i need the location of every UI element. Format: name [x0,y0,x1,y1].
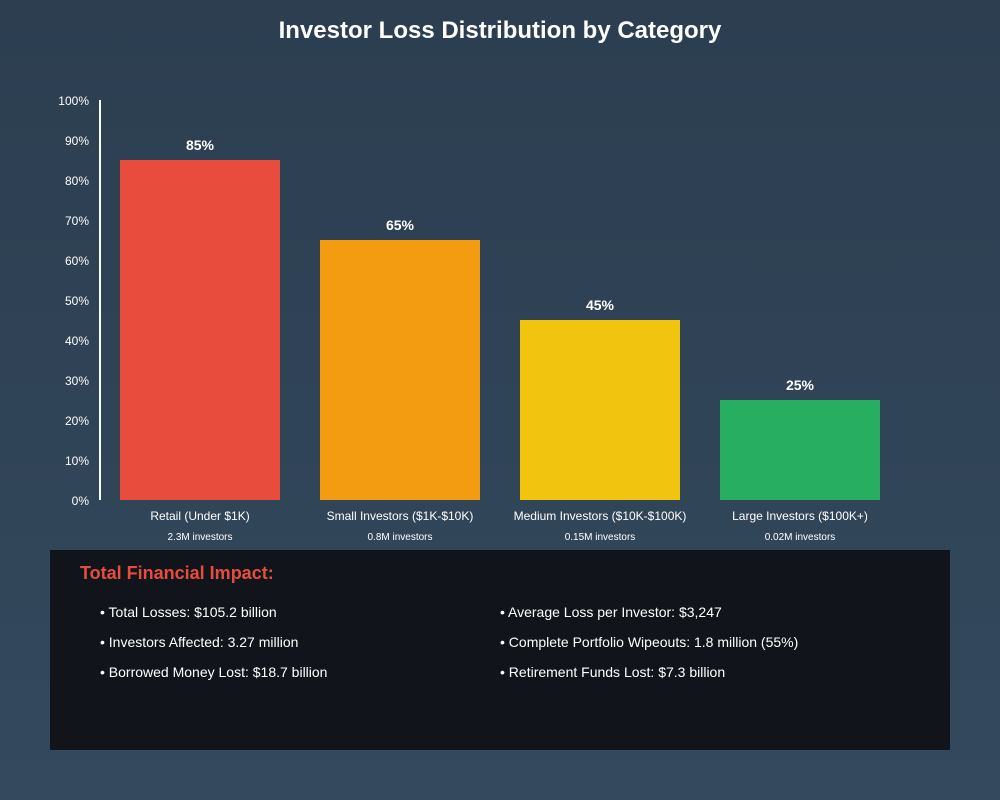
bar-chart: 0% 10% 20% 30% 40% 50% 60% 70% 80% 90% 100% 85% Ret… [58,94,880,543]
impact-item-total-losses: • Total Losses: $105.2 billion [100,604,277,620]
x-category-sublabel: 0.02M investors [765,532,836,543]
impact-left-column: • Total Losses: $105.2 billion • Investo… [100,604,327,694]
y-tick-label: 50% [65,294,89,308]
impact-item-average-loss: • Average Loss per Investor: $3,247 [500,604,722,620]
chart-title: Investor Loss Distribution by Category [278,17,722,44]
y-tick-label: 70% [65,214,89,228]
y-tick-label: 90% [65,134,89,148]
bar [120,160,280,500]
impact-title: Total Financial Impact: [80,563,274,583]
bars-group: 85% Retail (Under $1K) 2.3M investors 65% Sm… [120,137,880,543]
x-category-label: Retail (Under $1K) [150,509,249,523]
bar-value-label: 65% [386,217,415,233]
y-tick-label: 30% [65,374,89,388]
x-category-sublabel: 0.8M investors [367,532,432,543]
x-category-label: Medium Investors ($10K-$100K) [514,509,687,523]
impact-item-retirement-funds: • Retirement Funds Lost: $7.3 billion [500,664,726,680]
bar-value-label: 25% [786,377,815,393]
x-category-sublabel: 2.3M investors [167,532,232,543]
bar [320,240,480,500]
impact-item-investors-affected: • Investors Affected: 3.27 million [100,634,299,650]
y-tick-label: 20% [65,414,89,428]
y-tick-label: 40% [65,334,89,348]
bar [520,320,680,500]
bar-value-label: 45% [586,297,615,313]
bar [720,400,880,500]
financial-impact-panel: Total Financial Impact: • Total Losses: … [50,550,950,750]
y-tick-label: 100% [58,94,89,108]
x-category-label: Small Investors ($1K-$10K) [327,509,474,523]
bar-value-label: 85% [186,137,215,153]
impact-right-column: • Average Loss per Investor: $3,247 • Co… [500,604,798,694]
y-axis-ticks: 0% 10% 20% 30% 40% 50% 60% 70% 80% 90% 100% [58,94,89,508]
y-tick-label: 60% [65,254,89,268]
impact-item-portfolio-wipeouts: • Complete Portfolio Wipeouts: 1.8 milli… [500,634,799,650]
y-tick-label: 0% [72,494,90,508]
x-category-sublabel: 0.15M investors [565,532,636,543]
x-category-label: Large Investors ($100K+) [732,509,868,523]
y-tick-label: 80% [65,174,89,188]
impact-item-borrowed-money: • Borrowed Money Lost: $18.7 billion [100,664,328,680]
y-tick-label: 10% [65,454,89,468]
